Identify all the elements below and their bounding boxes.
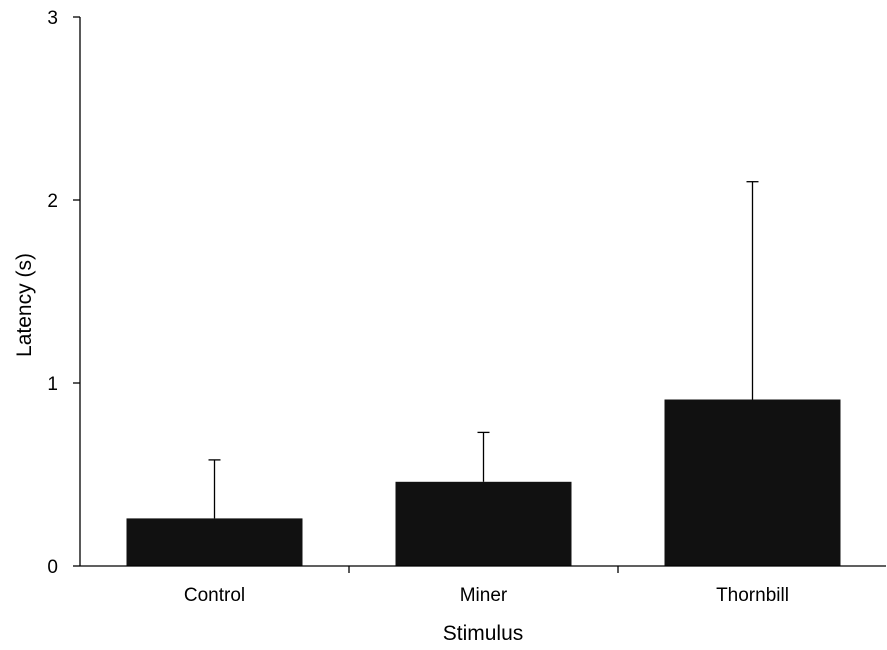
x-tick-label-control: Control xyxy=(184,585,245,606)
y-axis-title: Latency (s) xyxy=(13,253,36,357)
bar-miner xyxy=(395,481,572,566)
axes xyxy=(73,16,886,573)
bars xyxy=(126,399,841,566)
tick-labels: Control Miner Thornbill 0 1 2 3 xyxy=(47,8,789,606)
error-bars xyxy=(208,181,759,519)
x-axis-title: Stimulus xyxy=(443,622,524,645)
y-tick-label: 1 xyxy=(47,374,58,395)
y-tick-label: 3 xyxy=(47,8,58,29)
y-tick-label: 0 xyxy=(47,557,58,578)
x-tick-label-miner: Miner xyxy=(460,585,508,606)
bar-control xyxy=(126,518,303,566)
y-tick-label: 2 xyxy=(47,191,58,212)
bar-thornbill xyxy=(664,399,841,566)
x-tick-label-thornbill: Thornbill xyxy=(716,585,789,606)
